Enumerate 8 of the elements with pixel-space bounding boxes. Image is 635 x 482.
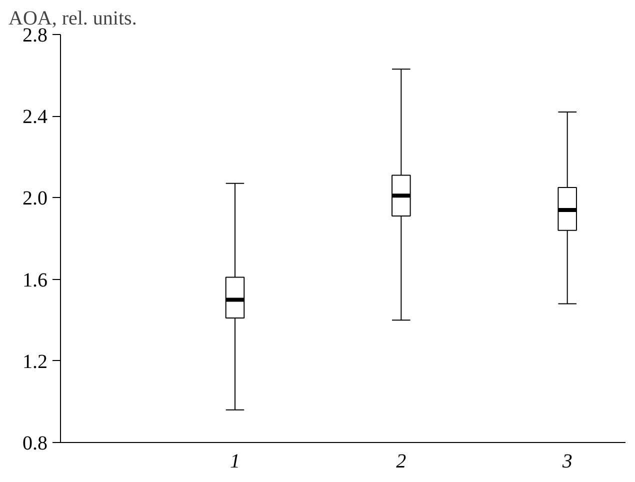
y-tick-label: 2.0	[22, 188, 48, 210]
y-tick-label: 2.4	[22, 106, 48, 128]
y-tick-label: 0.8	[22, 432, 48, 454]
x-tick-label: 3	[561, 450, 572, 472]
x-tick-label: 1	[230, 450, 240, 472]
y-tick-label: 1.6	[22, 269, 48, 292]
x-tick-label: 2	[396, 450, 406, 472]
y-tick-label: 1.2	[22, 350, 48, 373]
